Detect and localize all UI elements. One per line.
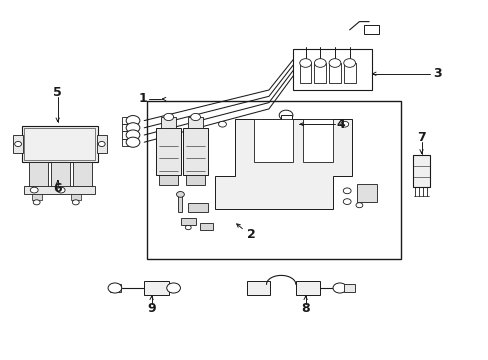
Bar [97,135,106,153]
Bar [412,155,429,187]
Bar [281,115,291,124]
Circle shape [343,199,350,204]
Bar [161,117,176,128]
Bar [343,284,354,292]
Circle shape [163,113,173,121]
Circle shape [33,200,40,205]
Bar [364,25,378,34]
Text: 5: 5 [53,86,62,99]
Bar [71,194,81,200]
Bar [159,175,178,185]
Circle shape [30,187,38,193]
Text: 1: 1 [139,93,147,105]
Text: 4: 4 [336,118,345,131]
Circle shape [126,130,140,140]
Circle shape [299,59,311,67]
Circle shape [72,200,79,205]
Bar [29,162,48,187]
Bar [328,63,340,83]
Circle shape [328,59,340,67]
Text: 9: 9 [147,302,156,315]
Bar [156,128,181,175]
Bar [122,124,134,131]
Bar [22,126,98,162]
Bar [122,139,134,146]
Text: 8: 8 [301,302,309,315]
Bar [200,223,212,230]
Circle shape [15,141,21,147]
Bar [73,162,92,187]
Text: 3: 3 [432,67,441,80]
Text: 2: 2 [247,228,256,241]
Bar [303,119,332,162]
Text: 7: 7 [416,131,425,144]
Circle shape [314,59,325,67]
Text: 6: 6 [53,183,62,195]
Circle shape [126,123,140,133]
Circle shape [343,188,350,194]
Circle shape [343,59,355,67]
Bar [293,49,371,90]
Bar [183,128,207,175]
Bar [188,203,207,212]
Bar [110,284,121,292]
Circle shape [218,121,226,127]
Bar [178,194,182,212]
Circle shape [340,121,348,127]
Bar [188,117,203,128]
Bar [32,194,41,200]
Circle shape [185,225,191,230]
Circle shape [126,137,140,147]
Circle shape [166,283,180,293]
Bar [295,281,320,295]
Circle shape [176,192,184,197]
Bar [246,281,270,295]
Circle shape [355,203,362,208]
Bar [122,131,134,139]
Bar [122,117,134,124]
Bar [24,186,95,194]
Circle shape [108,283,122,293]
Bar [356,184,376,202]
Circle shape [190,113,200,121]
Circle shape [126,116,140,126]
Bar [24,128,95,160]
Circle shape [279,110,292,120]
Bar [343,63,355,83]
Bar [181,218,195,225]
Bar [51,162,70,187]
Bar [144,281,168,295]
Polygon shape [215,119,351,209]
Bar [314,63,325,83]
Bar [13,135,23,153]
Bar [299,63,311,83]
Bar [254,119,293,162]
Circle shape [98,141,105,147]
Bar [146,101,400,259]
Bar [185,175,205,185]
Circle shape [332,283,346,293]
Circle shape [57,187,65,193]
